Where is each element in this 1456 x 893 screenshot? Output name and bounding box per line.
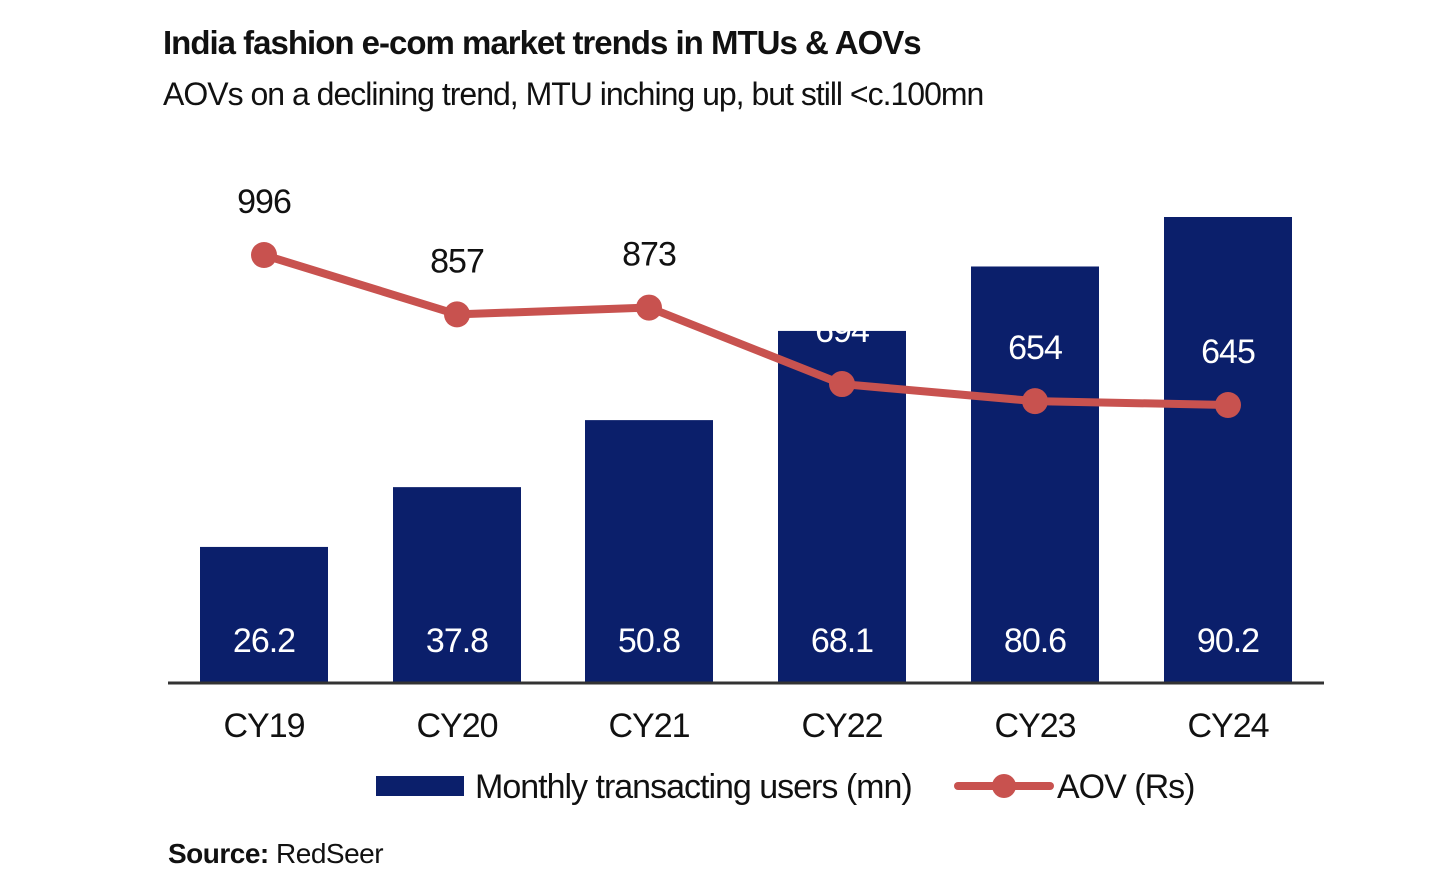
legend-line-marker	[992, 774, 1016, 798]
chart-title: India fashion e-com market trends in MTU…	[163, 24, 922, 61]
bar-value-label-cy23: 80.6	[1004, 622, 1066, 660]
source-label: Source:	[168, 838, 269, 869]
aov-value-label-cy22: 694	[815, 312, 869, 350]
bar-cy19	[200, 546, 328, 682]
aov-value-label-cy21: 873	[622, 236, 676, 274]
bar-value-label-cy21: 50.8	[618, 622, 680, 660]
bars-group	[200, 217, 1292, 682]
bar-cy23	[971, 266, 1099, 682]
aov-line-group	[251, 242, 1241, 418]
bar-value-label-cy22: 68.1	[811, 622, 873, 660]
bar-cy21	[585, 420, 713, 682]
aov-value-label-cy19: 996	[237, 183, 291, 221]
aov-line	[260, 251, 1232, 409]
aov-point-cy21	[636, 294, 662, 321]
aov-point-cy24	[1215, 392, 1241, 418]
legend: Monthly transacting users (mn) AOV (Rs)	[376, 768, 1195, 806]
bar-cy24	[1164, 217, 1292, 682]
labels-group: 26.2 37.8 50.8 68.1 80.6 90.2 CY19 CY20 CY21 CY22…	[223, 183, 1269, 745]
aov-point-cy19	[251, 242, 277, 268]
bar-cy20	[393, 487, 521, 682]
aov-point-cy23	[1022, 388, 1048, 415]
bar-value-label-cy24: 90.2	[1197, 622, 1259, 660]
x-tick-label-cy20: CY20	[416, 707, 497, 745]
chart-subtitle: AOVs on a declining trend, MTU inching u…	[163, 76, 984, 112]
chart-svg: 26.2 37.8 50.8 68.1 80.6 90.2 CY19 CY20 CY21 CY22…	[168, 183, 1324, 806]
aov-value-label-cy24: 645	[1201, 333, 1255, 371]
bar-value-label-cy19: 26.2	[233, 622, 295, 660]
aov-value-label-cy23: 654	[1008, 329, 1062, 367]
legend-bar-swatch	[376, 776, 464, 796]
aov-point-cy22	[829, 371, 855, 398]
source-value: RedSeer	[276, 838, 384, 869]
x-tick-label-cy22: CY22	[801, 707, 882, 745]
x-tick-label-cy23: CY23	[994, 707, 1075, 745]
x-tick-label-cy21: CY21	[608, 707, 689, 745]
aov-value-label-cy20: 857	[430, 242, 484, 280]
legend-line-label: AOV (Rs)	[1057, 768, 1194, 806]
legend-bar-label: Monthly transacting users (mn)	[475, 768, 912, 806]
aov-point-cy20	[444, 301, 470, 328]
x-tick-label-cy24: CY24	[1187, 707, 1268, 745]
source-note: Source: RedSeer	[168, 838, 384, 870]
x-tick-label-cy19: CY19	[223, 707, 304, 745]
bar-value-label-cy20: 37.8	[426, 622, 488, 660]
